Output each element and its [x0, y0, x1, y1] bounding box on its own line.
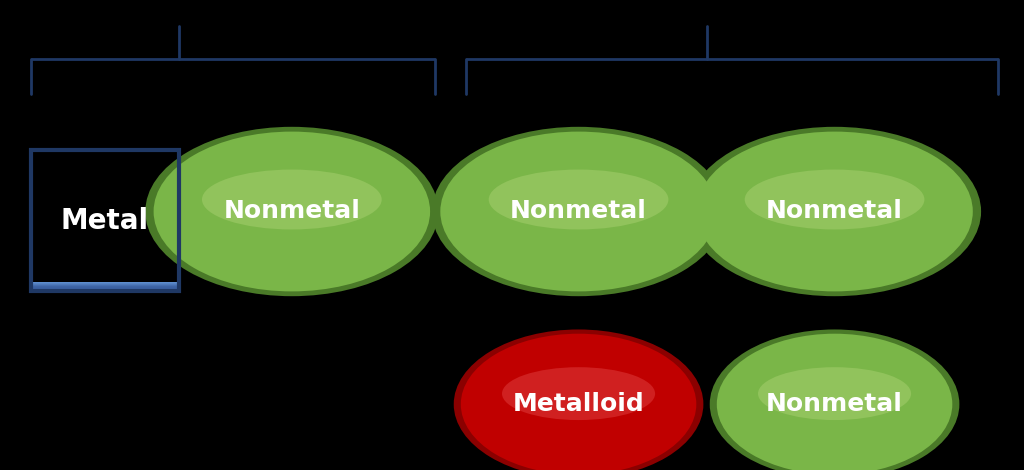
Bar — [31, 285, 179, 290]
Ellipse shape — [461, 334, 696, 470]
Bar — [31, 285, 179, 290]
Bar — [31, 287, 179, 291]
Bar — [31, 285, 179, 290]
Bar — [31, 283, 179, 288]
Bar — [31, 283, 179, 288]
Bar — [31, 284, 179, 289]
Bar — [31, 284, 179, 289]
Text: Metal: Metal — [60, 207, 150, 235]
Bar — [31, 284, 179, 289]
Bar — [31, 285, 179, 290]
Ellipse shape — [744, 170, 925, 229]
Text: Nonmetal: Nonmetal — [766, 392, 903, 416]
Ellipse shape — [717, 334, 952, 470]
Bar — [31, 284, 179, 289]
Ellipse shape — [440, 132, 717, 291]
Bar — [31, 283, 179, 288]
Bar — [31, 286, 179, 290]
Bar — [31, 283, 179, 288]
Bar — [31, 286, 179, 290]
Ellipse shape — [758, 367, 911, 420]
Bar — [31, 283, 179, 288]
Ellipse shape — [454, 329, 703, 470]
Ellipse shape — [710, 329, 959, 470]
Bar — [31, 285, 179, 290]
Bar — [31, 282, 179, 287]
Bar — [31, 286, 179, 291]
Ellipse shape — [432, 127, 725, 296]
Ellipse shape — [488, 170, 669, 229]
Ellipse shape — [202, 170, 382, 229]
Text: Nonmetal: Nonmetal — [223, 199, 360, 224]
Bar — [31, 282, 179, 287]
Ellipse shape — [696, 132, 973, 291]
Bar — [31, 284, 179, 289]
Bar — [31, 286, 179, 291]
Bar — [31, 282, 179, 287]
Bar — [31, 287, 179, 291]
Ellipse shape — [154, 132, 430, 291]
Ellipse shape — [145, 127, 438, 296]
Text: Metalloid: Metalloid — [513, 392, 644, 416]
Bar — [31, 286, 179, 291]
Text: Nonmetal: Nonmetal — [510, 199, 647, 224]
Ellipse shape — [688, 127, 981, 296]
Bar — [31, 286, 179, 290]
Bar — [31, 283, 179, 288]
Bar — [31, 150, 179, 291]
Bar — [31, 285, 179, 290]
Text: Nonmetal: Nonmetal — [766, 199, 903, 224]
Bar — [31, 284, 179, 289]
Ellipse shape — [502, 367, 655, 420]
Bar — [31, 282, 179, 287]
